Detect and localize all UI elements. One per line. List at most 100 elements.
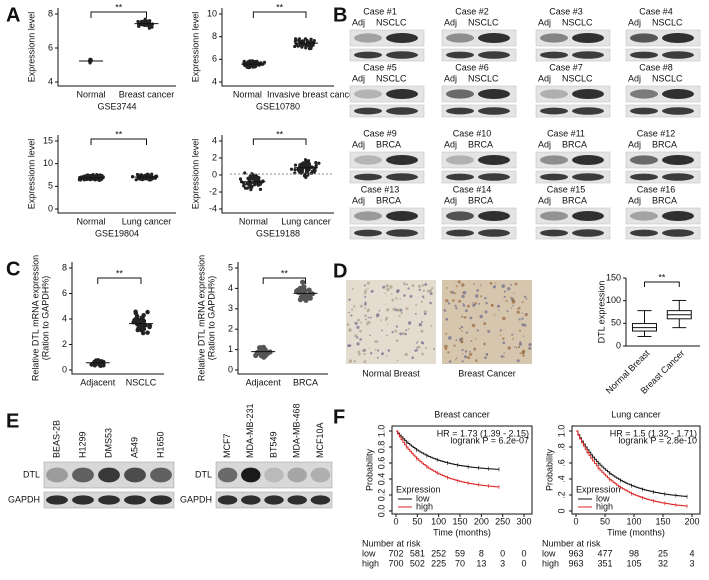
- case-name: Case #14: [453, 184, 492, 194]
- stained-cell: [359, 338, 362, 341]
- x-tick-label: 0: [573, 516, 578, 526]
- dot: [293, 163, 298, 167]
- dot: [299, 167, 303, 172]
- y-tick-label: 1.0: [556, 425, 566, 438]
- stained-cell: [456, 357, 458, 359]
- stained-cell: [507, 346, 511, 350]
- case-name: Case #2: [455, 6, 489, 16]
- dot: [133, 311, 139, 316]
- stained-cell: [368, 347, 371, 349]
- row-label: GAPDH: [180, 494, 212, 504]
- lane-label: MCF10A: [315, 422, 325, 458]
- lane-label: BRCA: [652, 139, 677, 149]
- y-axis-label: Relative DTL mRNA expression: [196, 255, 206, 381]
- stained-cell: [411, 356, 415, 360]
- stained-cell: [377, 341, 379, 343]
- band: [217, 495, 238, 505]
- dot: [137, 318, 142, 323]
- stained-cell: [433, 348, 435, 350]
- stained-cell: [350, 314, 353, 317]
- stained-cell: [389, 285, 393, 289]
- stained-cell: [404, 352, 408, 357]
- risk-count: 0: [521, 548, 526, 558]
- band: [386, 211, 418, 221]
- stained-cell: [503, 355, 505, 358]
- stained-cell: [457, 280, 461, 284]
- stained-cell: [364, 301, 367, 304]
- band: [310, 467, 331, 483]
- significance-bracket: [252, 138, 307, 145]
- dot: [306, 168, 310, 172]
- lane-label: BRCA: [468, 195, 493, 205]
- dot: [301, 39, 305, 43]
- stained-cell: [417, 284, 421, 288]
- y-tick-label: .8: [556, 443, 566, 451]
- axis: [221, 135, 334, 214]
- case-name: Case #1: [363, 6, 397, 16]
- panel-label: F: [333, 406, 345, 428]
- x-tick-label: 200: [474, 516, 489, 526]
- y-axis-label: Probability: [364, 448, 374, 491]
- stained-cell: [415, 349, 419, 352]
- stained-cell: [431, 288, 433, 290]
- y-tick-label: 2: [212, 152, 217, 162]
- risk-count: 0: [521, 558, 526, 568]
- band: [630, 107, 658, 115]
- case-name: Case #3: [549, 6, 583, 16]
- stained-cell: [420, 341, 424, 344]
- lane-label: Adj: [444, 195, 457, 205]
- risk-count: 98: [629, 548, 639, 558]
- stained-cell: [462, 303, 465, 305]
- x-tick-label: 100: [431, 516, 446, 526]
- stained-cell: [459, 327, 461, 330]
- stained-cell: [497, 304, 500, 308]
- dot: [303, 37, 308, 41]
- y-tick-label: 4: [212, 76, 217, 86]
- logrank: logrank P = 2.8e-10: [618, 435, 697, 445]
- significance-bracket: [644, 281, 680, 287]
- stained-cell: [510, 296, 512, 298]
- stained-cell: [359, 304, 363, 308]
- dot: [137, 24, 141, 28]
- y-axis-label: (Ration to GAPDH%): [40, 276, 50, 361]
- stained-cell: [446, 287, 448, 289]
- stained-cell: [515, 347, 518, 349]
- band: [572, 229, 604, 237]
- y-axis-label: (Ration to GAPDH%): [206, 276, 216, 361]
- legend-title: Expression: [576, 484, 621, 494]
- band: [478, 107, 510, 115]
- stained-cell: [519, 352, 522, 355]
- band: [446, 89, 474, 99]
- stained-cell: [391, 298, 395, 302]
- case-name: Case #6: [455, 62, 489, 72]
- band: [287, 467, 307, 483]
- lane-label: A549: [129, 437, 139, 458]
- stained-cell: [518, 342, 523, 346]
- y-tick-label: 100: [606, 295, 621, 305]
- dot: [135, 327, 140, 333]
- stained-cell: [385, 316, 389, 320]
- stained-cell: [421, 295, 425, 298]
- dataset-title: GSE3744: [97, 101, 136, 111]
- dot: [97, 178, 101, 182]
- band: [446, 155, 474, 165]
- risk-count: 0: [500, 548, 505, 558]
- stained-cell: [400, 311, 403, 315]
- band: [150, 467, 172, 483]
- dot: [242, 184, 246, 188]
- stained-cell: [396, 290, 399, 294]
- stained-cell: [475, 294, 479, 298]
- band: [446, 51, 474, 59]
- lane-label: Adj: [538, 139, 551, 149]
- stained-cell: [386, 287, 390, 292]
- stained-cell: [378, 310, 381, 312]
- image-caption: Normal Breast: [362, 368, 420, 378]
- panel-label: E: [6, 410, 19, 432]
- stained-cell: [422, 289, 425, 292]
- stained-cell: [366, 281, 370, 285]
- lane-label: Adj: [444, 139, 457, 149]
- dot: [143, 177, 147, 181]
- stained-cell: [493, 314, 496, 316]
- group-label: BRCA: [293, 377, 318, 387]
- dot: [303, 162, 308, 166]
